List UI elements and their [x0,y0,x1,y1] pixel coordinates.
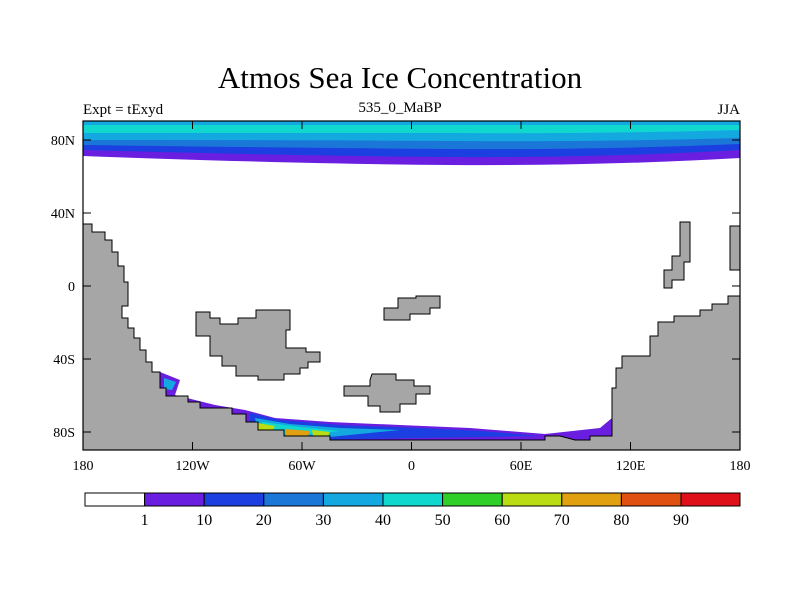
colorbar-label: 60 [494,512,510,529]
map-title: Atmos Sea Ice Concentration [217,60,583,95]
colorbar-box-7 [501,492,563,507]
colorbar-label: 90 [673,512,689,529]
y-tick-label: 80S [53,426,75,441]
x-tick-label: 0 [408,459,415,474]
y-axis [83,139,740,433]
period-label: 535_0_MaBP [358,100,442,116]
x-tick-label: 60E [510,459,533,474]
colorbar-label: 40 [375,512,391,529]
x-tick-label: 120E [616,459,646,474]
x-tick-label: 180 [730,459,751,474]
land-masses [83,221,740,450]
y-tick-label: 0 [68,280,75,295]
colorbar [84,492,741,507]
colorbar-box-9 [620,492,682,507]
southern-island-a [343,373,431,413]
colorbar-label: 50 [435,512,451,529]
season-label: JJA [717,102,740,118]
y-tick-label: 80N [51,134,75,149]
colorbar-box-1 [144,492,205,507]
x-tick-label: 180 [73,459,94,474]
colorbar-box-3 [263,492,324,507]
western-landmass [83,223,740,450]
colorbar-box-6 [442,492,503,507]
colorbar-box-10 [680,492,741,507]
map-plot-area [83,121,740,450]
colorbar-label: 70 [554,512,570,529]
equatorial-landmass-east [383,295,441,321]
colorbar-label: 10 [196,512,212,529]
colorbar-label: 30 [315,512,331,529]
colorbar-label: 20 [256,512,272,529]
colorbar-box-5 [382,492,444,507]
experiment-label: Expt = tExyd [83,102,164,118]
colorbar-box-4 [322,492,384,507]
x-tick-label: 120W [175,459,210,474]
colorbar-box-8 [561,492,622,507]
colorbar-label: 1 [141,512,149,529]
ice-south-70 [312,430,330,436]
x-axis [82,121,741,450]
x-tick-label: 60W [288,459,316,474]
ice-south-80 [285,429,310,436]
colorbar-label: 80 [613,512,629,529]
northeast-island [663,221,691,289]
y-tick-label: 40N [51,207,75,222]
colorbar-box-0 [84,492,146,507]
arctic-sea-ice [83,121,740,166]
y-tick-label: 40S [53,353,75,368]
equatorial-landmass-west [195,309,321,381]
eastern-edge-landmass [729,225,740,271]
colorbar-box-2 [203,492,265,507]
ice-south-local [164,378,176,390]
